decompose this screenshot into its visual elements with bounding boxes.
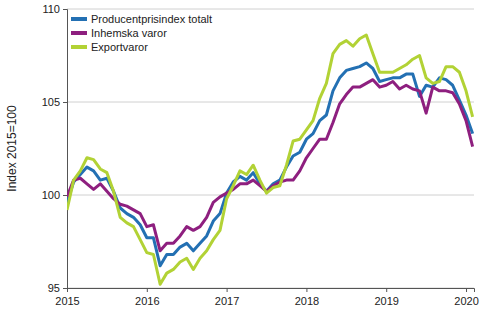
x-tick-mark bbox=[147, 288, 148, 292]
legend-label: Producentprisindex totalt bbox=[91, 13, 212, 25]
legend-label: Inhemska varor bbox=[91, 27, 167, 39]
x-axis-line bbox=[68, 289, 475, 293]
y-tick-mark bbox=[63, 102, 67, 103]
x-tick-label: 2015 bbox=[55, 295, 79, 307]
x-tick: 2020 bbox=[454, 288, 478, 307]
y-tick: 100 bbox=[42, 189, 67, 201]
legend-swatch bbox=[71, 45, 87, 49]
legend-label: Exportvaror bbox=[91, 41, 148, 53]
y-tick: 110 bbox=[42, 3, 67, 15]
x-tick: 2015 bbox=[55, 288, 79, 307]
plot: 95 100 105 110 2015 2016 2017 2018 2019 2020 Produ… bbox=[42, 3, 479, 307]
legend-item: Inhemska varor bbox=[71, 27, 167, 39]
y-tick: 105 bbox=[42, 96, 67, 108]
x-tick-label: 2020 bbox=[454, 295, 478, 307]
y-axis: 95 100 105 110 bbox=[42, 3, 68, 294]
x-tick: 2018 bbox=[295, 288, 319, 307]
legend-item: Producentprisindex totalt bbox=[71, 13, 212, 25]
series-group bbox=[67, 35, 473, 284]
grid-line bbox=[67, 195, 474, 196]
x-tick-mark bbox=[466, 288, 467, 292]
chart-container: 95 100 105 110 2015 2016 2017 2018 2019 2020 Produ… bbox=[0, 0, 500, 330]
y-tick: 95 bbox=[48, 282, 67, 294]
y-tick-label: 110 bbox=[42, 3, 60, 15]
x-tick: 2019 bbox=[374, 288, 398, 307]
x-tick-mark bbox=[386, 288, 387, 292]
x-tick-mark bbox=[67, 288, 68, 292]
x-tick-label: 2016 bbox=[135, 295, 159, 307]
x-tick-mark bbox=[306, 288, 307, 292]
y-tick-label: 105 bbox=[42, 96, 60, 108]
legend: Producentprisindex totalt Inhemska varor E… bbox=[71, 13, 212, 53]
y-tick-mark bbox=[63, 9, 67, 10]
legend-swatch bbox=[71, 17, 87, 21]
y-tick-label: 100 bbox=[42, 189, 60, 201]
x-tick-label: 2017 bbox=[215, 295, 239, 307]
legend-item: Exportvaror bbox=[71, 41, 148, 53]
y-tick-mark bbox=[63, 288, 67, 289]
y-axis-title: Index 2015=100 bbox=[5, 105, 19, 192]
legend-swatch bbox=[71, 31, 87, 35]
y-tick-label: 95 bbox=[48, 282, 60, 294]
grid bbox=[67, 9, 474, 288]
x-tick: 2017 bbox=[215, 288, 239, 307]
x-tick-label: 2019 bbox=[374, 295, 398, 307]
x-axis: 2015 2016 2017 2018 2019 2020 bbox=[55, 288, 479, 307]
chart: 95 100 105 110 2015 2016 2017 2018 2019 2020 Produ… bbox=[0, 0, 500, 330]
series-line bbox=[67, 35, 473, 284]
x-tick: 2016 bbox=[135, 288, 159, 307]
x-tick-mark bbox=[227, 288, 228, 292]
grid-line bbox=[67, 9, 474, 10]
y-axis-line bbox=[63, 10, 68, 289]
series-line bbox=[67, 63, 473, 266]
y-tick-mark bbox=[63, 195, 67, 196]
x-tick-label: 2018 bbox=[295, 295, 319, 307]
grid-line bbox=[67, 102, 474, 103]
